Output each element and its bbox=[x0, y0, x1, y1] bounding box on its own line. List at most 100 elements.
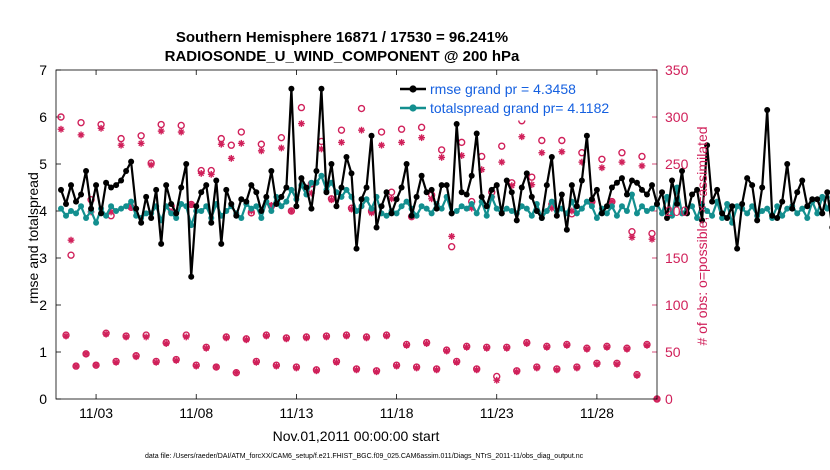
spread-point bbox=[113, 208, 120, 214]
obs-assimilated-point bbox=[122, 333, 130, 341]
obs-possible-point bbox=[117, 134, 125, 143]
rmse-point bbox=[228, 200, 235, 207]
rmse-point bbox=[739, 200, 746, 207]
rmse-point bbox=[528, 193, 535, 200]
rmse-point bbox=[178, 184, 185, 191]
rmse-point bbox=[313, 168, 320, 175]
rmse-point bbox=[133, 205, 140, 212]
rmse-point bbox=[613, 179, 620, 186]
obs-assimilated-point bbox=[117, 141, 125, 149]
spread-point bbox=[613, 212, 620, 219]
obs-assimilated-point bbox=[523, 340, 531, 347]
obs-possible-point bbox=[357, 104, 366, 113]
obs-assimilated-point bbox=[593, 360, 601, 368]
obs-assimilated-point bbox=[277, 144, 285, 152]
spread-point bbox=[198, 208, 205, 214]
obs-assimilated-point bbox=[533, 364, 541, 372]
rmse-point bbox=[679, 168, 686, 175]
spread-point bbox=[603, 210, 610, 217]
y-tick-label-right: 300 bbox=[665, 109, 689, 125]
spread-point bbox=[318, 172, 325, 179]
y-tick-label-left: 3 bbox=[39, 250, 47, 266]
obs-assimilated-point bbox=[162, 340, 170, 347]
spread-point bbox=[744, 210, 751, 217]
rmse-point bbox=[759, 184, 766, 191]
spread-point bbox=[103, 212, 110, 219]
rmse-point bbox=[188, 273, 195, 280]
rmse-point bbox=[338, 184, 345, 191]
obs-assimilated-point bbox=[433, 366, 441, 374]
rmse-point bbox=[578, 177, 585, 184]
spread-point bbox=[794, 210, 801, 217]
obs-possible-point bbox=[57, 113, 65, 121]
rmse-point bbox=[774, 215, 781, 222]
rmse-point bbox=[463, 191, 470, 198]
rmse-point bbox=[218, 240, 225, 247]
obs-assimilated-point bbox=[333, 358, 340, 366]
rmse-point bbox=[223, 186, 230, 193]
y-tick-label-right: 350 bbox=[665, 62, 689, 78]
rmse-point bbox=[238, 196, 245, 203]
obs-assimilated-point bbox=[212, 363, 220, 371]
obs-assimilated-point bbox=[503, 344, 511, 352]
rmse-point bbox=[193, 203, 200, 210]
rmse-point bbox=[353, 245, 360, 252]
rmse-point bbox=[108, 184, 115, 191]
x-tick-label: 11/23 bbox=[480, 405, 514, 421]
obs-possible-point bbox=[598, 155, 606, 164]
rmse-point bbox=[458, 189, 465, 196]
rmse-point bbox=[483, 203, 490, 210]
spread-point bbox=[724, 200, 731, 207]
rmse-point bbox=[398, 184, 405, 191]
obs-possible-point bbox=[638, 152, 646, 161]
rmse-point bbox=[423, 189, 430, 196]
spread-point bbox=[63, 212, 70, 219]
rmse-point bbox=[664, 215, 671, 222]
obs-assimilated-point bbox=[62, 332, 70, 340]
rmse-point bbox=[288, 85, 295, 92]
spread-point bbox=[398, 203, 405, 210]
rmse-point bbox=[293, 203, 300, 210]
spread-point bbox=[418, 203, 425, 210]
spread-point bbox=[719, 215, 726, 222]
spread-point bbox=[543, 208, 550, 214]
obs-possible-point bbox=[157, 120, 165, 129]
rmse-point bbox=[749, 182, 756, 189]
obs-possible-point bbox=[558, 136, 566, 145]
y-tick-label-right: 150 bbox=[665, 250, 689, 266]
obs-assimilated-point bbox=[187, 201, 195, 208]
rmse-point bbox=[794, 189, 801, 196]
spread-point bbox=[363, 196, 370, 203]
y-tick-label-left: 5 bbox=[39, 156, 47, 172]
rmse-point bbox=[383, 189, 390, 196]
rmse-point bbox=[143, 193, 150, 200]
rmse-point bbox=[388, 210, 395, 217]
obs-possible-point bbox=[137, 132, 145, 140]
obs-assimilated-point bbox=[72, 362, 80, 370]
rmse-point bbox=[363, 184, 370, 191]
spread-point bbox=[583, 198, 590, 205]
rmse-point bbox=[298, 175, 305, 182]
spread-point bbox=[608, 203, 615, 210]
y-axis-label-left: rmse and totalspread bbox=[25, 172, 41, 304]
obs-possible-point bbox=[447, 243, 456, 251]
rmse-point bbox=[413, 193, 420, 200]
rmse-point bbox=[158, 240, 165, 247]
obs-assimilated-point bbox=[182, 333, 190, 341]
spread-point bbox=[453, 208, 460, 214]
spread-point bbox=[709, 212, 716, 219]
obs-assimilated-point bbox=[368, 209, 375, 217]
spread-point bbox=[483, 212, 490, 219]
spread-point bbox=[143, 210, 150, 217]
rmse-point bbox=[168, 200, 175, 207]
obs-assimilated-point bbox=[613, 360, 621, 368]
spread-point bbox=[393, 210, 400, 217]
rmse-point bbox=[674, 200, 681, 207]
rmse-point bbox=[533, 208, 540, 214]
obs-assimilated-point bbox=[222, 334, 230, 342]
obs-assimilated-point bbox=[323, 333, 330, 341]
obs-assimilated-point bbox=[573, 364, 581, 372]
rmse-point bbox=[709, 198, 716, 205]
spread-point bbox=[694, 215, 701, 222]
rmse-point bbox=[263, 193, 270, 200]
